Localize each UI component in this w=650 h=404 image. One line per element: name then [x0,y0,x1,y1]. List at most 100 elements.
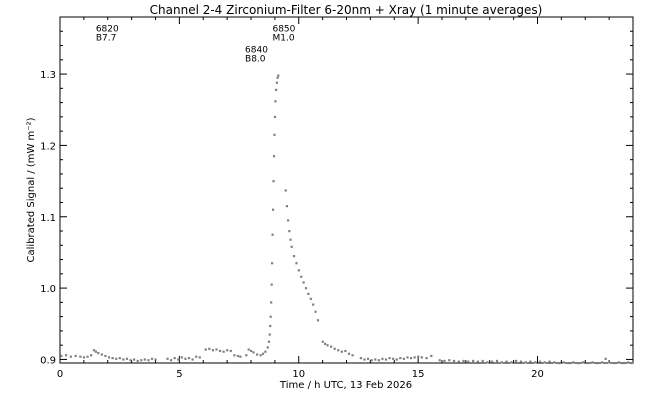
data-point [309,297,312,300]
data-point [567,362,570,365]
data-point [247,348,250,351]
x-tick-label: 0 [57,369,63,380]
data-point [136,359,139,363]
data-point [617,361,620,364]
data-point [604,357,607,360]
data-point [269,324,272,328]
data-point [295,262,298,265]
data-point [94,350,98,353]
data-point [443,359,446,363]
data-point [285,205,289,208]
data-point [204,348,207,351]
y-tick-label: 0.9 [40,355,56,366]
data-point [97,352,100,355]
data-point [122,358,125,361]
data-point [239,355,242,358]
data-point [111,357,114,360]
data-point [548,360,551,363]
data-point [438,359,441,362]
data-point [218,349,222,353]
data-point [140,359,143,362]
data-point [370,359,373,362]
data-point [500,361,503,364]
data-point [250,349,253,353]
data-point [417,355,420,358]
data-point [302,281,305,284]
data-point [572,361,575,364]
data-point [388,357,391,360]
data-point [272,155,276,158]
data-point [64,354,68,357]
data-point [395,358,398,361]
data-point [409,357,413,360]
data-point [452,359,456,363]
annotation-line: 6850 [272,24,295,34]
data-point [274,100,277,103]
data-point [586,362,589,365]
data-point [324,342,327,345]
plot-frame [59,16,634,364]
data-point [326,344,329,347]
data-point [329,345,333,348]
data-point [118,357,121,360]
data-point [261,352,265,355]
data-point [177,358,180,361]
plot-area [59,16,634,364]
data-point [222,350,225,353]
data-point [255,353,259,356]
data-point [69,355,72,358]
data-point [630,362,634,365]
data-point [150,357,154,360]
data-point [577,362,580,365]
annotation-line: 6820 [96,24,119,34]
data-point [596,362,599,365]
data-point [211,349,214,352]
data-point [505,360,508,363]
data-point [133,358,136,361]
y-tick-label: 1.2 [40,141,56,152]
data-point [519,360,522,363]
data-point [271,262,274,265]
data-point [529,360,532,363]
annotation-line: B7.7 [96,33,117,43]
data-point [312,303,315,306]
data-point [381,357,384,360]
data-point [104,354,107,358]
data-point [392,357,395,360]
data-point [273,133,276,136]
data-point [562,361,565,364]
data-point [366,357,370,360]
x-tick-label: 5 [176,369,182,380]
y-tick-label: 1.3 [40,70,56,81]
data-point [184,357,187,360]
data-point [406,356,409,359]
data-point [154,358,157,361]
data-point [581,361,585,364]
data-point [510,361,513,364]
data-point [333,347,336,350]
data-point [340,350,343,353]
data-point [363,358,366,361]
data-point [495,359,499,363]
data-point [143,358,146,361]
x-axis: 0 5 10 15 20 [57,17,634,380]
data-point [208,347,211,350]
data-point [491,360,494,363]
data-point [107,356,111,359]
data-point [272,180,275,183]
data-point [304,287,308,290]
data-point [402,357,405,360]
data-point [300,275,303,278]
data-point [425,357,428,360]
data-point [467,360,470,363]
data-point [270,301,273,304]
data-point [74,354,77,358]
data-point [472,359,475,363]
data-point [226,349,229,352]
data-point [266,346,269,349]
data-point [264,350,267,353]
data-point [337,349,340,352]
data-point [347,352,351,355]
data-point [284,189,287,192]
